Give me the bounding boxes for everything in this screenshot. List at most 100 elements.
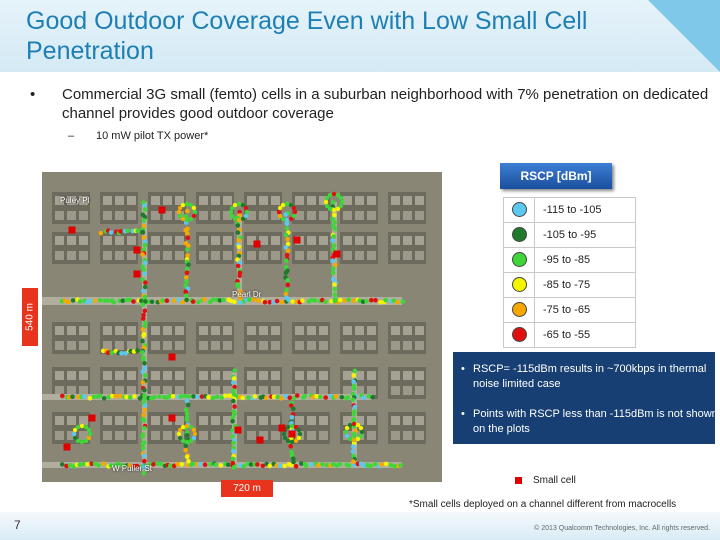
rscp-point — [332, 220, 338, 225]
rscp-point — [142, 308, 148, 314]
rscp-point — [327, 206, 333, 212]
roof — [115, 236, 124, 245]
rscp-point — [140, 230, 146, 235]
rscp-point — [64, 463, 69, 469]
roof — [403, 341, 412, 350]
roof — [415, 326, 424, 335]
roof — [67, 196, 76, 205]
roof — [127, 251, 136, 260]
rscp-point — [247, 297, 252, 302]
rscp-point — [180, 216, 186, 222]
roof — [295, 416, 304, 425]
rscp-point — [332, 286, 338, 292]
rscp-point — [235, 230, 241, 235]
rscp-point — [290, 299, 295, 304]
footer-bar — [0, 512, 720, 540]
roof — [127, 196, 136, 205]
roof — [343, 211, 352, 220]
rscp-point — [291, 395, 297, 401]
rscp-point — [338, 297, 343, 303]
roof — [319, 196, 328, 205]
roof — [223, 431, 232, 440]
roof — [259, 416, 268, 425]
roof — [271, 196, 280, 205]
rscp-point — [184, 293, 189, 299]
rscp-point — [142, 407, 148, 413]
page-number: 7 — [14, 518, 21, 532]
roof — [223, 341, 232, 350]
roof — [403, 236, 412, 245]
rscp-point — [140, 369, 146, 374]
rscp-point — [191, 427, 197, 433]
rscp-point — [351, 379, 356, 385]
rscp-point — [217, 298, 223, 303]
roof — [355, 386, 364, 395]
roof — [151, 326, 160, 335]
rscp-point — [292, 209, 298, 215]
note-text: Points with RSCP less than -115dBm is no… — [473, 408, 718, 435]
roof — [103, 386, 112, 395]
rscp-point — [185, 231, 190, 237]
roof — [319, 211, 328, 220]
rscp-point — [184, 297, 189, 303]
roof — [199, 251, 208, 260]
rscp-point — [89, 461, 94, 467]
rscp-point — [285, 237, 290, 242]
rscp-point — [184, 217, 190, 223]
rscp-point — [231, 440, 236, 446]
roof — [295, 251, 304, 260]
title-corner-accent — [648, 0, 720, 72]
rscp-point — [141, 288, 146, 294]
rscp-point — [72, 435, 78, 441]
rscp-point — [140, 338, 145, 344]
rscp-point — [372, 461, 378, 467]
rscp-point — [240, 202, 246, 208]
roof — [115, 431, 124, 440]
rscp-point — [283, 245, 289, 250]
rscp-point — [231, 398, 236, 404]
rscp-point — [284, 258, 289, 263]
rscp-point — [351, 437, 357, 443]
roof — [391, 431, 400, 440]
rscp-point — [267, 299, 273, 305]
rscp-point — [142, 397, 148, 402]
roof — [55, 251, 64, 260]
rscp-point — [171, 463, 177, 469]
roof — [295, 371, 304, 380]
small-cell-marker — [133, 246, 141, 254]
roof — [391, 386, 400, 395]
rscp-point — [124, 297, 129, 303]
rscp-point — [185, 247, 190, 252]
roof — [175, 326, 184, 335]
rscp-point — [289, 415, 295, 420]
coverage-map: Puley Pl Pearl Dr W Puller St — [42, 172, 442, 482]
rscp-point — [111, 300, 116, 305]
rscp-point — [285, 248, 291, 254]
roof — [403, 326, 412, 335]
rscp-point — [188, 438, 194, 444]
rscp-point — [183, 407, 189, 413]
roof — [103, 251, 112, 260]
rscp-point — [280, 216, 286, 222]
rscp-point — [157, 394, 162, 399]
rscp-point — [355, 422, 361, 428]
rscp-point — [369, 297, 374, 303]
rscp-point — [332, 292, 338, 297]
roof — [259, 196, 268, 205]
roof — [403, 431, 412, 440]
roof — [163, 416, 172, 425]
rscp-point — [125, 228, 130, 234]
rscp-point — [97, 393, 103, 398]
rscp-point — [143, 260, 148, 266]
roof — [127, 416, 136, 425]
rscp-point — [283, 232, 289, 238]
rscp-point — [303, 463, 309, 469]
rscp-point — [284, 226, 290, 231]
rscp-point — [143, 280, 148, 285]
rscp-point — [100, 348, 106, 354]
rscp-point — [132, 394, 137, 399]
coverage-map-image — [42, 172, 442, 482]
rscp-point — [119, 351, 124, 356]
roof — [343, 326, 352, 335]
rscp-point — [75, 438, 81, 444]
